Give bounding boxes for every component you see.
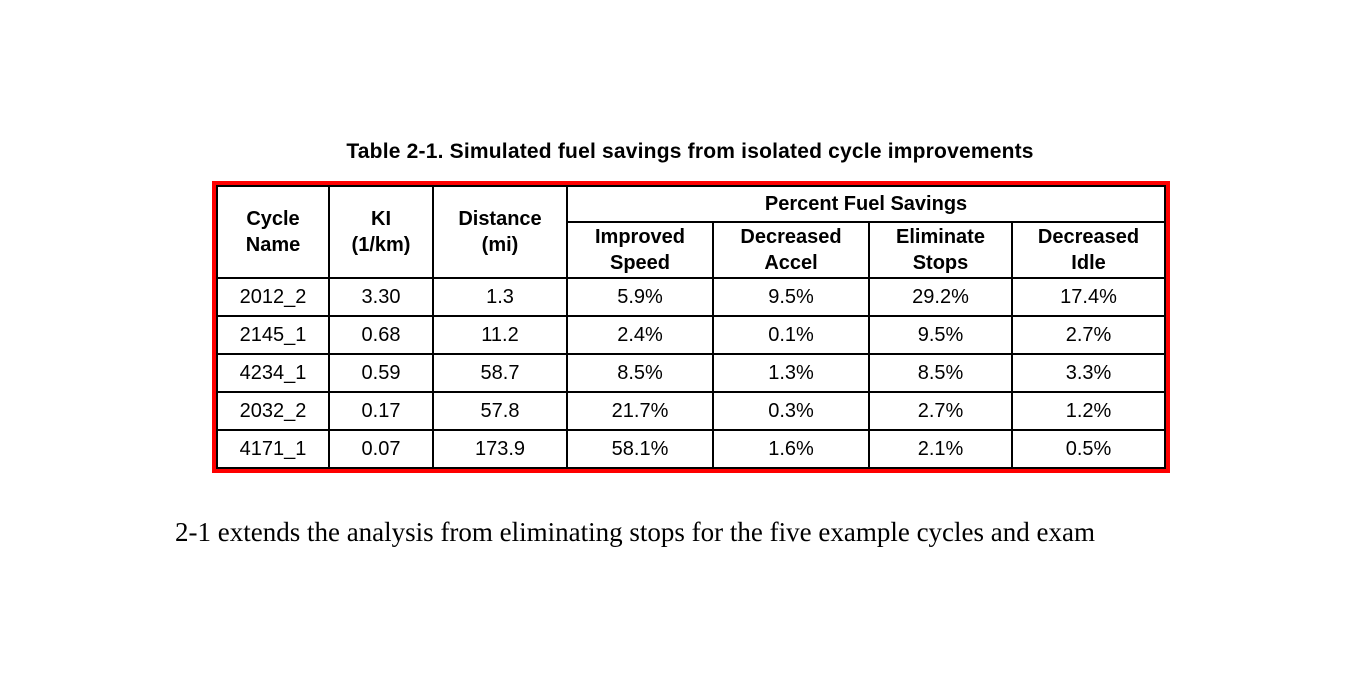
cell-cycle-name: 2032_2 — [216, 391, 330, 431]
cell-improved-speed: 8.5% — [566, 353, 714, 393]
cell-cycle-name: 2145_1 — [216, 315, 330, 355]
cell-decreased-accel: 1.6% — [712, 429, 870, 469]
cell-ki: 0.07 — [328, 429, 434, 469]
cell-improved-speed: 58.1% — [566, 429, 714, 469]
header-row-sub: Improved Speed Decreased Accel Eliminate… — [217, 221, 1167, 279]
cell-distance: 173.9 — [432, 429, 568, 469]
table-row: 2012_2 3.30 1.3 5.9% 9.5% 29.2% 17.4% — [216, 277, 1167, 317]
header-percent-fuel-savings: Percent Fuel Savings — [565, 185, 1167, 223]
cell-decreased-accel: 0.1% — [712, 315, 870, 355]
table-row: 2145_1 0.68 11.2 2.4% 0.1% 9.5% 2.7% — [216, 315, 1167, 355]
cell-eliminate-stops: 2.7% — [868, 391, 1013, 431]
cell-cycle-name: 4234_1 — [216, 353, 330, 393]
cell-decreased-idle: 17.4% — [1010, 277, 1167, 317]
cell-eliminate-stops: 8.5% — [868, 353, 1013, 393]
header-eliminate-stops: Eliminate Stops — [868, 221, 1013, 279]
cell-distance: 57.8 — [432, 391, 568, 431]
cell-ki: 0.68 — [328, 315, 434, 355]
cell-eliminate-stops: 2.1% — [868, 429, 1013, 469]
cell-ki: 3.30 — [328, 277, 434, 317]
cell-improved-speed: 5.9% — [566, 277, 714, 317]
header-row-group: Cycle Name KI (1/km) Distance (mi) Perce… — [216, 185, 1167, 279]
cell-improved-speed: 21.7% — [566, 391, 714, 431]
header-improved-speed: Improved Speed — [566, 221, 714, 279]
cell-cycle-name: 2012_2 — [216, 277, 330, 317]
cell-decreased-accel: 1.3% — [712, 353, 870, 393]
cell-distance: 58.7 — [432, 353, 568, 393]
cell-decreased-accel: 9.5% — [712, 277, 870, 317]
cell-distance: 11.2 — [432, 315, 568, 355]
cell-decreased-idle: 0.5% — [1010, 429, 1167, 469]
fuel-savings-table: Cycle Name KI (1/km) Distance (mi) Perce… — [216, 185, 1167, 469]
cell-ki: 0.17 — [328, 391, 434, 431]
cell-ki: 0.59 — [328, 353, 434, 393]
cell-distance: 1.3 — [432, 277, 568, 317]
header-decreased-idle: Decreased Idle — [1010, 221, 1167, 279]
cell-eliminate-stops: 29.2% — [868, 277, 1013, 317]
cell-decreased-idle: 1.2% — [1010, 391, 1167, 431]
cell-decreased-accel: 0.3% — [712, 391, 870, 431]
cell-decreased-idle: 2.7% — [1010, 315, 1167, 355]
header-cycle-name: Cycle Name — [216, 185, 330, 279]
cell-eliminate-stops: 9.5% — [868, 315, 1013, 355]
table-row: 2032_2 0.17 57.8 21.7% 0.3% 2.7% 1.2% — [216, 391, 1167, 431]
cell-decreased-idle: 3.3% — [1010, 353, 1167, 393]
body-text: 2-1 extends the analysis from eliminatin… — [175, 517, 1095, 547]
header-decreased-accel: Decreased Accel — [712, 221, 870, 279]
cell-cycle-name: 4171_1 — [216, 429, 330, 469]
header-ki: KI (1/km) — [328, 185, 434, 279]
table-red-outline: Cycle Name KI (1/km) Distance (mi) Perce… — [212, 181, 1171, 473]
table-row: 4171_1 0.07 173.9 58.1% 1.6% 2.1% 0.5% — [216, 429, 1167, 469]
cell-improved-speed: 2.4% — [566, 315, 714, 355]
table-row: 4234_1 0.59 58.7 8.5% 1.3% 8.5% 3.3% — [216, 353, 1167, 393]
header-distance: Distance (mi) — [432, 185, 568, 279]
table-caption: Table 2-1. Simulated fuel savings from i… — [346, 140, 1034, 163]
